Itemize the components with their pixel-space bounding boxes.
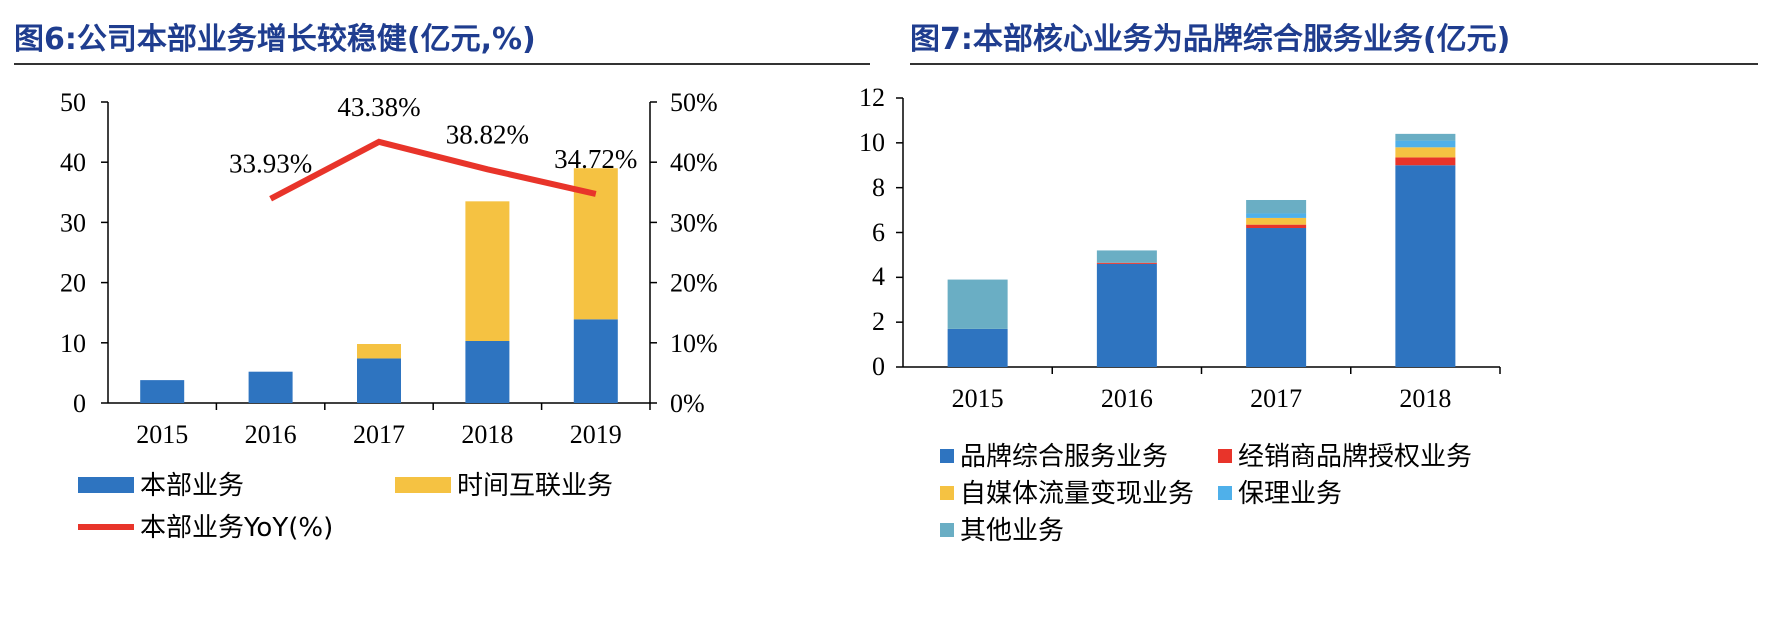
x-tick-label: 2017 [353,420,405,449]
bar-品牌综合服务业务 [1395,165,1456,367]
bar-其他业务 [947,279,1008,329]
bar-经销商品牌授权业务 [1246,224,1307,229]
x-tick-label: 2018 [1399,384,1451,413]
yoy-data-label: 34.72% [554,144,637,174]
bar-本部业务 [573,319,618,403]
bar-品牌综合服务业务 [1096,263,1157,367]
y-tick-label-left: 10 [60,329,86,358]
x-tick-label: 2016 [245,420,297,449]
bar-自媒体流量变现业务 [1246,217,1307,225]
y-tick-label-right: 0% [670,389,705,418]
legend-swatch [395,477,451,493]
yoy-line [269,138,597,202]
yoy-data-label: 33.93% [229,149,312,179]
x-tick-label: 2019 [570,420,622,449]
y-tick-label-left: 50 [60,88,86,117]
bar-保理业务 [1246,213,1307,218]
fig6-title: 图6:公司本部业务增长较稳健(亿元,%) [14,22,536,57]
y-tick-label-right: 10% [670,329,718,358]
x-tick-label: 2017 [1250,384,1302,413]
fig7-chart: 2015 2016 2017 2018 品牌综合服务业务 经销商品牌授权业务自媒体流量变现… [896,97,1501,546]
legend-label: 经销商品牌授权业务 [1238,442,1472,472]
fig7-title-rule [910,63,1758,65]
legend-swatch [940,523,954,537]
y-tick-label-right: 50% [670,88,718,117]
y-tick-label-left: 40 [60,148,86,177]
fig6-chart: 0 10 20 30 40 50 0% 10% 20% 30% 40% 50% 2015 2016 2017… [60,88,718,543]
legend-swatch [940,486,954,500]
y-tick-label-left: 0 [73,389,86,418]
bar-保理业务 [1395,140,1456,148]
y-tick-label-left: 20 [60,269,86,298]
bar-本部业务 [465,340,510,403]
yoy-data-label: 38.82% [446,119,529,149]
bar-时间互联业务 [465,201,510,341]
fig6-title-rule [14,63,870,65]
legend-swatch [78,477,134,493]
y-tick-label: 0 [872,352,885,381]
bar-本部业务 [248,371,293,403]
legend-label: 保理业务 [1238,479,1342,509]
y-tick-label: 8 [872,172,885,202]
y-tick-label-right: 30% [670,208,718,237]
x-tick-label: 2016 [1101,384,1153,413]
bar-自媒体流量变现业务 [1395,147,1456,158]
bar-时间互联业务 [357,344,401,359]
legend-label: 本部业务 [140,471,244,501]
legend-label: 品牌综合服务业务 [960,442,1168,472]
y-tick-label: 2 [872,307,885,337]
bar-经销商品牌授权业务 [1096,262,1157,264]
legend-swatch [1218,486,1232,500]
bar-其他业务 [1096,250,1157,263]
bar-其他业务 [1395,133,1456,141]
legend-swatch [940,449,954,463]
yoy-data-label: 43.38% [337,92,420,122]
bar-本部业务 [140,380,185,403]
legend-label: 自媒体流量变现业务 [960,479,1194,509]
bar-经销商品牌授权业务 [1395,157,1456,166]
y-tick-label-left: 30 [60,208,86,237]
y-tick-label: 4 [872,262,885,292]
bar-本部业务 [357,358,401,403]
x-tick-label: 2015 [952,384,1004,413]
fig7-title: 图7:本部核心业务为品牌综合服务业务(亿元) [910,22,1511,57]
bar-品牌综合服务业务 [1246,228,1307,367]
y-tick-label: 12 [859,83,885,112]
bar-其他业务 [1246,199,1307,214]
x-tick-label: 2018 [461,420,513,449]
y-tick-label: 6 [872,217,885,247]
legend-label: 其他业务 [960,516,1064,546]
bar-品牌综合服务业务 [947,328,1008,367]
y-tick-label: 10 [859,127,885,157]
legend-swatch [1218,449,1232,463]
x-tick-label: 2015 [136,420,188,449]
legend-label: 时间互联业务 [457,471,613,501]
y-tick-label-right: 20% [670,269,718,298]
y-tick-label-right: 40% [670,148,718,177]
legend-label: 本部业务YoY(%) [140,513,333,543]
